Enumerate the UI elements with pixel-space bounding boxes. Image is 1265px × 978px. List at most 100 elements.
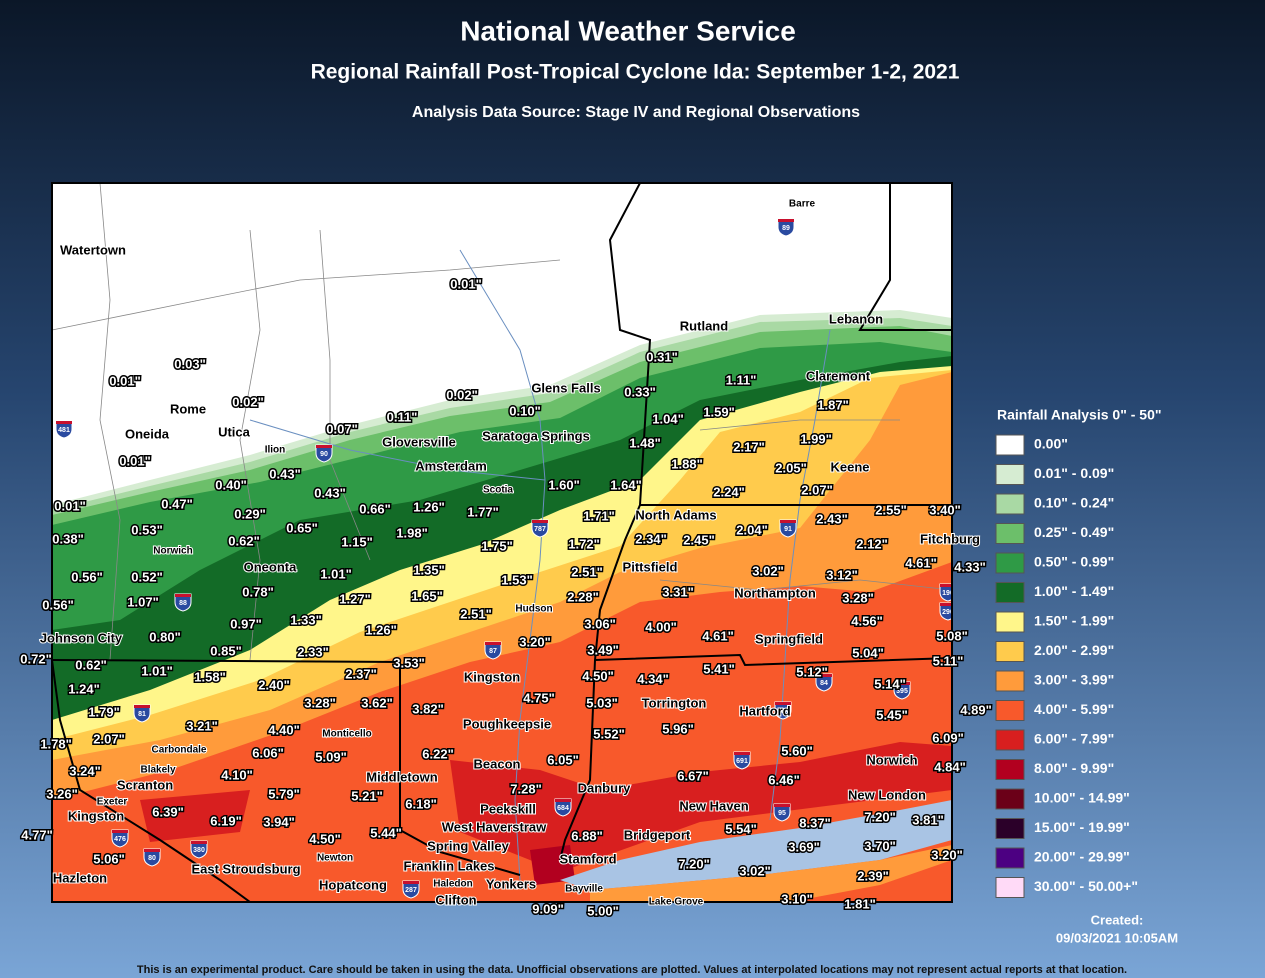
interstate-shield [174, 593, 192, 612]
shield-number: 691 [736, 758, 748, 765]
legend-swatch [995, 759, 1025, 780]
rainfall-observation: 0.43" [269, 466, 300, 481]
rainfall-observation: 6.22" [422, 746, 453, 761]
rainfall-observation: 1.01" [141, 663, 172, 678]
shield-number: 684 [557, 805, 569, 812]
rainfall-observation: 0.52" [131, 569, 162, 584]
rainfall-observation: 5.14" [874, 676, 905, 691]
interstate-shield [733, 751, 751, 770]
city-label: Poughkeepsie [463, 716, 551, 731]
shield-top [555, 799, 571, 802]
rainfall-observation: 5.45" [876, 707, 907, 722]
rainfall-observation: 7.28" [510, 781, 541, 796]
interstate-shield [939, 602, 952, 621]
rainfall-observation: 1.26" [413, 499, 444, 514]
shield-top [774, 804, 790, 807]
interstate-shield [315, 444, 333, 463]
rainfall-observation: 5.09" [315, 749, 346, 764]
rainfall-observation: 1.87" [817, 397, 848, 412]
city-label: Carbondale [151, 745, 206, 756]
rainfall-observation: 1.04" [652, 411, 683, 426]
city-label: Torrington [642, 695, 707, 710]
rainfall-observation: 0.97" [230, 616, 261, 631]
rainfall-observation: 2.17" [733, 439, 764, 454]
city-label: Bayville [565, 884, 603, 895]
rainfall-observation: 3.02" [739, 863, 770, 878]
rainfall-observation: 1.35" [413, 562, 444, 577]
shield-number: 84 [820, 680, 828, 687]
legend-label: 0.50" - 0.99" [1034, 554, 1114, 570]
legend-swatch [995, 641, 1025, 662]
rainfall-observation: 5.04" [852, 645, 883, 660]
state-border [52, 659, 521, 876]
rainfall-observation: 3.06" [584, 616, 615, 631]
legend-label: 0.01" - 0.09" [1034, 465, 1114, 481]
shield-number: 287 [405, 887, 417, 894]
rainfall-observation: 4.50" [582, 668, 613, 683]
city-label: New London [848, 787, 926, 802]
rainfall-observation: 2.33" [297, 644, 328, 659]
rainfall-observation: 3.10" [781, 891, 812, 906]
interstate-shield [133, 704, 151, 723]
city-label: Oneida [125, 426, 170, 441]
shield-top [734, 752, 750, 755]
legend-label: 0.25" - 0.49" [1034, 524, 1114, 540]
county-line [52, 259, 561, 331]
rainfall-observation: 3.24" [69, 763, 100, 778]
shield-top [532, 520, 548, 523]
legend-swatch [995, 434, 1025, 456]
interstate-shield [939, 583, 952, 602]
city-label: Middletown [366, 769, 438, 784]
rainfall-observation: 1.15" [341, 534, 372, 549]
rainfall-observation: 4.61" [905, 555, 936, 570]
city-label: Fitchburg [920, 531, 980, 546]
rainfall-observation: 4.61" [702, 628, 733, 643]
interstate-shield [773, 803, 791, 822]
shield-number: 89 [782, 225, 790, 232]
city-label: Hartford [739, 703, 790, 718]
city-label: Claremont [806, 368, 871, 383]
city-label: Peekskill [480, 801, 536, 816]
rainfall-observation: 3.94" [263, 814, 294, 829]
rainfall-observation: 3.82" [412, 701, 443, 716]
legend-swatch [995, 464, 1025, 485]
footer: This is an experimental product. Care sh… [137, 964, 1127, 976]
rainfall-observation: 2.40" [258, 677, 289, 692]
shield-top [940, 584, 952, 587]
shield-top [940, 603, 952, 606]
city-label: Lebanon [829, 311, 883, 326]
city-label: Rutland [680, 318, 728, 333]
rainfall-observation: 3.53" [393, 655, 424, 670]
rainfall-observation: 1.24" [68, 681, 99, 696]
rainfall-observation: 4.34" [637, 671, 668, 686]
city-label: Danbury [578, 780, 632, 795]
shield-number: 95 [778, 810, 786, 817]
legend-swatch [995, 788, 1025, 810]
rainfall-observation: 2.04" [736, 522, 767, 537]
interstate-shield [554, 798, 572, 817]
city-label: Pittsfield [623, 559, 678, 574]
legend-swatch [995, 493, 1025, 515]
rainfall-observation: 1.64" [610, 477, 641, 492]
rainfall-observation: 4.40" [268, 722, 299, 737]
city-label: Northampton [734, 585, 816, 600]
rainfall-observation: 6.19" [210, 813, 241, 828]
shield-number: 81 [138, 711, 146, 718]
rainfall-observation: 3.28" [304, 695, 335, 710]
rainfall-observation: 7.20" [864, 809, 895, 824]
map-frame [51, 182, 953, 903]
shield-number: 787 [534, 526, 546, 533]
rainfall-observation: 4.77" [21, 827, 52, 842]
legend-swatch [995, 818, 1025, 839]
rainfall-observation: 4.75" [523, 690, 554, 705]
legend-label: 8.00" - 9.99" [1034, 760, 1114, 776]
rainfall-observation: 0.66" [359, 501, 390, 516]
rainfall-observation: 1.26" [365, 622, 396, 637]
rainfall-observation: 1.53" [501, 572, 532, 587]
rainfall-observation: 0.01" [450, 276, 481, 291]
rainfall-observation: 6.05" [547, 752, 578, 767]
city-label: Amsterdam [415, 458, 487, 473]
rainfall-observation: 0.56" [71, 569, 102, 584]
shield-top [780, 520, 796, 523]
rainfall-observation: 1.98" [396, 525, 427, 540]
